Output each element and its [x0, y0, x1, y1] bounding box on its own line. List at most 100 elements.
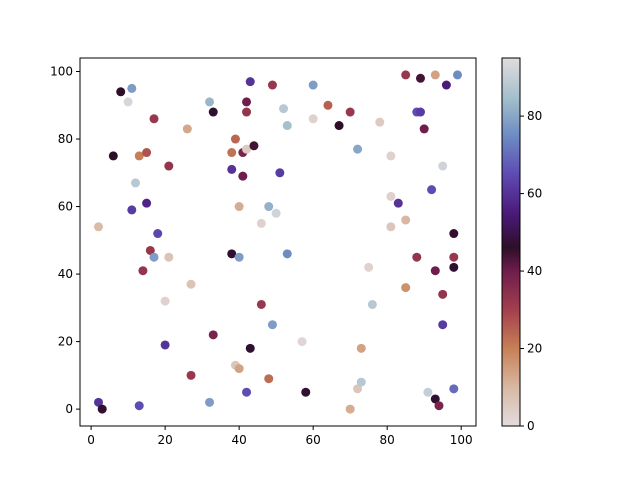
scatter-point: [127, 83, 137, 93]
scatter-point: [415, 107, 425, 117]
scatter-point: [423, 387, 433, 397]
scatter-point: [430, 266, 440, 276]
scatter-point: [386, 191, 396, 201]
scatter-point: [449, 252, 459, 262]
x-axis: 0 20 40 60 80 100: [87, 426, 473, 447]
scatter-point: [375, 117, 385, 127]
scatter-point: [242, 387, 252, 397]
scatter-point: [449, 229, 459, 239]
scatter-point: [430, 70, 440, 80]
scatter-point: [267, 320, 277, 330]
scatter-point: [142, 198, 152, 208]
scatter-point: [94, 222, 104, 232]
scatter-point: [401, 283, 411, 293]
scatter-point: [138, 266, 148, 276]
scatter-point: [353, 384, 363, 394]
scatter-point: [238, 171, 248, 181]
scatter-point: [427, 185, 437, 195]
scatter-point: [353, 144, 363, 154]
scatter-point: [108, 151, 118, 161]
scatter-point: [205, 97, 215, 107]
scatter-point: [264, 374, 274, 384]
scatter-point: [242, 107, 252, 117]
y-axis: 0 20 40 60 80 100: [50, 65, 80, 416]
scatter-point: [145, 245, 155, 255]
colorbar: 0 20 40 60 80: [501, 57, 542, 433]
scatter-point: [149, 114, 159, 124]
x-tick-label: 100: [450, 433, 473, 447]
scatter-point: [134, 401, 144, 411]
scatter-point: [438, 289, 448, 299]
x-tick-label: 0: [87, 433, 95, 447]
scatter-point: [334, 121, 344, 131]
scatter-point: [256, 299, 266, 309]
colorbar-tick-label: 80: [527, 109, 542, 123]
scatter-point: [275, 168, 285, 178]
scatter-point: [227, 249, 237, 259]
scatter-point: [367, 299, 377, 309]
scatter-point: [415, 73, 425, 83]
scatter-point: [208, 107, 218, 117]
scatter-point: [164, 252, 174, 262]
scatter-point: [441, 80, 451, 90]
scatter-point: [116, 87, 126, 97]
scatter-point: [279, 104, 289, 114]
scatter-point: [282, 121, 292, 131]
scatter-point: [401, 215, 411, 225]
scatter-point: [94, 397, 104, 407]
y-tick-label: 20: [58, 335, 73, 349]
scatter-point: [430, 394, 440, 404]
scatter-point: [264, 202, 274, 212]
scatter-point: [256, 218, 266, 228]
scatter-point: [182, 124, 192, 134]
y-tick-label: 80: [58, 132, 73, 146]
scatter-point: [386, 151, 396, 161]
scatter-point: [242, 144, 252, 154]
scatter-point: [97, 404, 107, 414]
y-tick-label: 100: [50, 65, 73, 79]
plot-frame: [79, 57, 477, 427]
scatter-point: [245, 77, 255, 87]
scatter-point: [208, 330, 218, 340]
scatter-point: [308, 80, 318, 90]
scatter-point: [149, 252, 159, 262]
scatter-point: [323, 100, 333, 110]
scatter-point: [123, 97, 133, 107]
colorbar-frame: [501, 57, 521, 427]
scatter-point: [205, 397, 215, 407]
scatter-point: [282, 249, 292, 259]
scatter-point: [449, 384, 459, 394]
scatter-point: [234, 252, 244, 262]
scatter-point: [271, 208, 281, 218]
scatter-point: [242, 97, 252, 107]
scatter-point: [364, 262, 374, 272]
x-tick-label: 80: [380, 433, 395, 447]
scatter-point: [160, 340, 170, 350]
y-tick-label: 40: [58, 267, 73, 281]
scatter-point: [438, 161, 448, 171]
scatter-point: [401, 70, 411, 80]
scatter-point: [164, 161, 174, 171]
scatter-point: [160, 296, 170, 306]
scatter-point: [245, 343, 255, 353]
scatter-point: [227, 148, 237, 158]
scatter-point: [230, 134, 240, 144]
scatter-point: [412, 252, 422, 262]
scatter-point: [186, 370, 196, 380]
x-tick-label: 20: [157, 433, 172, 447]
scatter-point: [131, 178, 141, 188]
scatter-point: [356, 377, 366, 387]
x-tick-label: 40: [231, 433, 246, 447]
scatter-point: [434, 401, 444, 411]
scatter-point: [449, 262, 459, 272]
colorbar-tick-label: 60: [527, 187, 542, 201]
y-tick-label: 60: [58, 200, 73, 214]
scatter-point: [234, 364, 244, 374]
scatter-point: [142, 148, 152, 158]
colorbar-tick-label: 20: [527, 342, 542, 356]
scatter-point: [234, 202, 244, 212]
scatter-point: [356, 343, 366, 353]
scatter-point: [452, 70, 462, 80]
scatter-point: [267, 80, 277, 90]
